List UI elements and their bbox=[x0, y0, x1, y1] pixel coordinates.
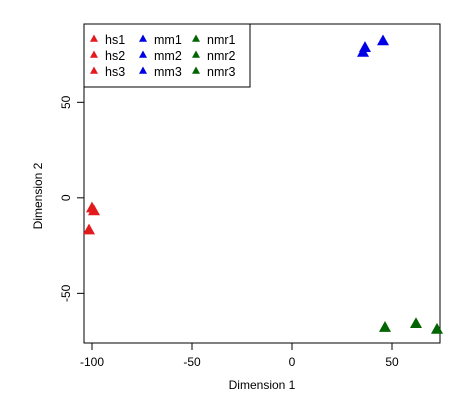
legend-marker-mm3 bbox=[139, 66, 147, 74]
point-hs3 bbox=[83, 223, 95, 235]
legend-label-mm3: mm3 bbox=[154, 65, 182, 79]
y-tick-label: 50 bbox=[59, 95, 73, 109]
x-axis-label: Dimension 1 bbox=[229, 378, 296, 392]
point-hs2 bbox=[88, 204, 100, 216]
point-nmr1 bbox=[379, 321, 391, 332]
legend-label-nmr2: nmr2 bbox=[207, 49, 236, 63]
x-tick-label: 0 bbox=[289, 355, 296, 369]
x-tick-label: -100 bbox=[80, 355, 104, 369]
point-mm3 bbox=[377, 34, 389, 46]
x-tick-label: 50 bbox=[385, 355, 399, 369]
legend-label-mm2: mm2 bbox=[154, 49, 182, 63]
legend-marker-nmr1 bbox=[192, 34, 200, 42]
legend-label-nmr1: nmr1 bbox=[207, 33, 236, 47]
point-nmr2 bbox=[410, 317, 422, 329]
legend-marker-nmr2 bbox=[192, 50, 200, 58]
y-tick-label: -50 bbox=[59, 284, 73, 302]
legend-marker-hs3 bbox=[90, 66, 98, 74]
legend: hs1 hs2 hs3 mm1 mm2 mm3 nmr1 nmr2 nmr3 bbox=[83, 23, 251, 88]
point-nmr3 bbox=[431, 322, 443, 334]
legend-label-hs3: hs3 bbox=[105, 65, 125, 79]
legend-marker-hs2 bbox=[90, 50, 98, 58]
x-tick-label: -50 bbox=[183, 355, 201, 369]
legend-marker-nmr3 bbox=[192, 66, 200, 74]
legend-label-hs1: hs1 bbox=[105, 33, 125, 47]
y-axis: -50 0 50 bbox=[59, 95, 85, 302]
legend-label-hs2: hs2 bbox=[105, 49, 125, 63]
y-tick-label: 0 bbox=[59, 194, 73, 201]
y-axis-label: Dimension 2 bbox=[31, 162, 45, 229]
legend-marker-hs1 bbox=[90, 34, 98, 42]
legend-label-nmr3: nmr3 bbox=[207, 65, 236, 79]
legend-marker-mm2 bbox=[139, 50, 147, 58]
data-points bbox=[83, 34, 443, 334]
x-axis: -100 -50 0 50 bbox=[80, 342, 399, 369]
legend-marker-mm1 bbox=[139, 34, 147, 42]
legend-label-mm1: mm1 bbox=[154, 33, 182, 47]
point-mm2 bbox=[357, 45, 369, 57]
legend-box bbox=[83, 23, 251, 88]
